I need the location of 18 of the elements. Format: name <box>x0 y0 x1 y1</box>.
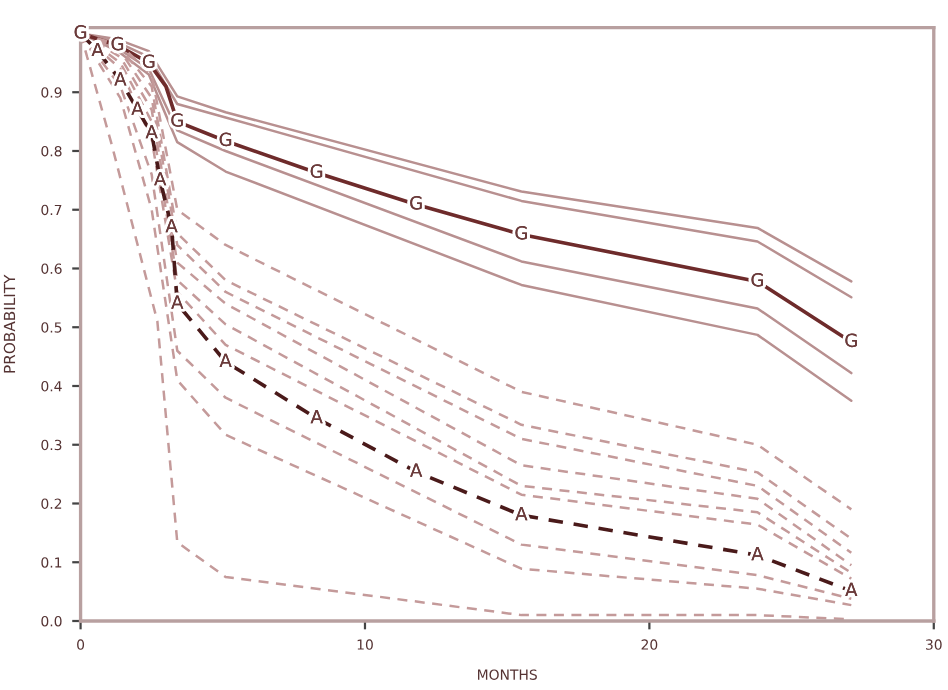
annotation: A <box>219 353 232 367</box>
annotation: G <box>515 225 527 240</box>
annotation: A <box>845 582 858 597</box>
annotation: G <box>171 113 183 127</box>
annotation: G <box>410 196 422 210</box>
annotation: A <box>131 101 144 115</box>
annotation: G <box>219 132 232 147</box>
annotation: G <box>111 36 124 51</box>
annotation: A <box>154 172 167 186</box>
annotation: A <box>145 125 158 139</box>
annotation: G <box>74 25 87 39</box>
annotation: A <box>310 410 323 424</box>
annotation: A <box>114 72 127 86</box>
annotation: A <box>171 295 184 309</box>
annotation: G <box>142 54 155 69</box>
annotation: G <box>751 272 763 287</box>
annotation: A <box>515 507 528 521</box>
annotation: G <box>310 164 323 178</box>
